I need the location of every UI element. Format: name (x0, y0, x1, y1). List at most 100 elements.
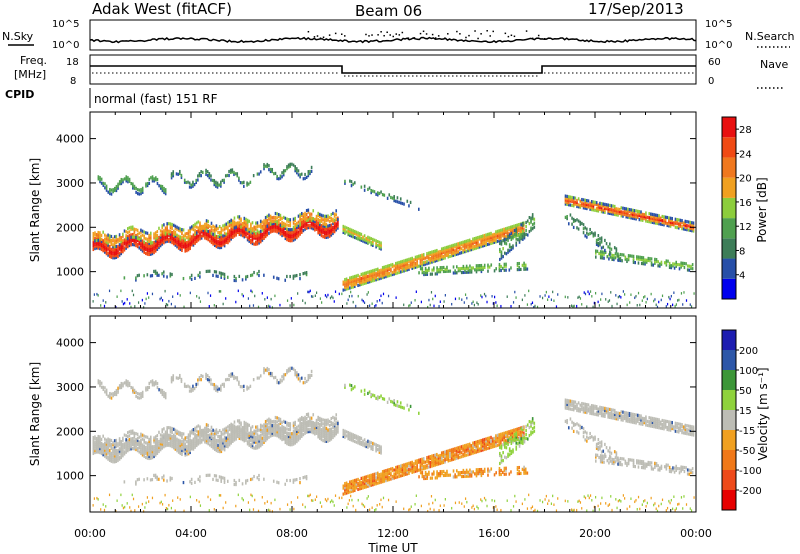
power-cell (299, 228, 301, 232)
velocity-cell (264, 436, 267, 441)
power-cell (470, 246, 473, 250)
velocity-cell (323, 424, 326, 428)
power-cell (186, 236, 188, 240)
nsearch-point (513, 35, 516, 38)
power-cell (94, 246, 96, 251)
power-cell (186, 243, 188, 247)
velocity-cell (230, 435, 232, 439)
power-cell (304, 213, 306, 217)
velocity-cell (299, 423, 301, 427)
power-cell (241, 230, 244, 234)
power-cell (530, 220, 532, 224)
power-cell (582, 206, 585, 210)
power-cell (434, 249, 437, 253)
velocity-cell (277, 433, 280, 437)
velocity-cell (110, 455, 113, 459)
velocity-cell (159, 433, 162, 437)
power-cell (131, 289, 133, 293)
power-cell (582, 202, 585, 206)
power-cell (253, 234, 255, 238)
power-cell (279, 230, 282, 234)
power-cell (213, 229, 216, 233)
nsearch-point (510, 34, 513, 37)
power-cell (182, 243, 185, 247)
velocity-cell (176, 447, 178, 451)
velocity-cell (332, 433, 334, 438)
power-cell (217, 239, 219, 243)
velocity-cell (113, 447, 116, 451)
power-cell (154, 245, 157, 249)
velocity-cell (220, 441, 223, 446)
nsearch-point (474, 30, 476, 32)
velocity-cell (140, 434, 142, 438)
power-cell (437, 270, 440, 274)
power-cell (345, 287, 348, 291)
power-cell (419, 256, 422, 260)
velocity-cell (117, 454, 119, 459)
power-cell (240, 233, 242, 237)
power-cell (164, 190, 167, 194)
power-cell (277, 177, 280, 181)
power-cell (468, 246, 471, 250)
power-cell (292, 234, 295, 238)
velocity-cell (223, 427, 226, 431)
velocity-cell (220, 447, 223, 452)
power-cell (264, 215, 267, 220)
power-cell (292, 276, 295, 280)
velocity-cell (248, 433, 251, 437)
power-cell (172, 172, 175, 176)
velocity-cell (327, 437, 329, 441)
power-cell (305, 212, 308, 217)
velocity-cell (210, 442, 213, 447)
velocity-cell (215, 448, 218, 453)
power-cell (372, 275, 374, 279)
power-cell (350, 180, 353, 184)
power-cell (271, 220, 274, 224)
power-cell (161, 230, 164, 234)
power-cell (654, 261, 656, 265)
power-cell (271, 227, 274, 231)
velocity-cell (253, 436, 255, 440)
power-cell (256, 229, 259, 233)
power-cell (153, 248, 155, 253)
velocity-cell (204, 436, 206, 440)
power-cell (169, 232, 172, 236)
power-cell (440, 247, 443, 251)
power-cell (399, 270, 402, 274)
power-cell (498, 231, 501, 235)
power-cell (276, 216, 278, 220)
velocity-cell (304, 417, 306, 421)
velocity-cell (148, 448, 150, 453)
power-cell (189, 236, 191, 241)
power-cell (642, 260, 645, 264)
power-cell (270, 297, 272, 301)
power-cell (296, 228, 298, 232)
power-cell (122, 244, 124, 248)
power-cell (351, 294, 353, 298)
power-cell (627, 256, 630, 260)
velocity-cell (325, 437, 328, 442)
velocity-cell (92, 443, 95, 448)
velocity-cell (230, 428, 232, 432)
velocity-cell (163, 441, 165, 445)
power-cell (268, 231, 270, 235)
power-cell (149, 235, 152, 239)
velocity-cell (320, 428, 323, 432)
power-cell (140, 192, 142, 196)
power-cell (307, 172, 310, 176)
power-cell (438, 305, 440, 308)
velocity-cell (218, 450, 221, 454)
power-cell (482, 267, 484, 272)
power-cell (251, 235, 254, 240)
power-cell (440, 251, 443, 255)
power-cell (520, 233, 522, 237)
power-cell (109, 187, 111, 192)
power-cell (100, 237, 103, 241)
velocity-cell (149, 452, 152, 456)
velocity-cell (327, 435, 329, 439)
power-cell (376, 191, 379, 195)
velocity-cell (245, 434, 247, 438)
power-cell (350, 228, 353, 232)
velocity-cell (228, 423, 231, 428)
power-cell (127, 178, 129, 182)
